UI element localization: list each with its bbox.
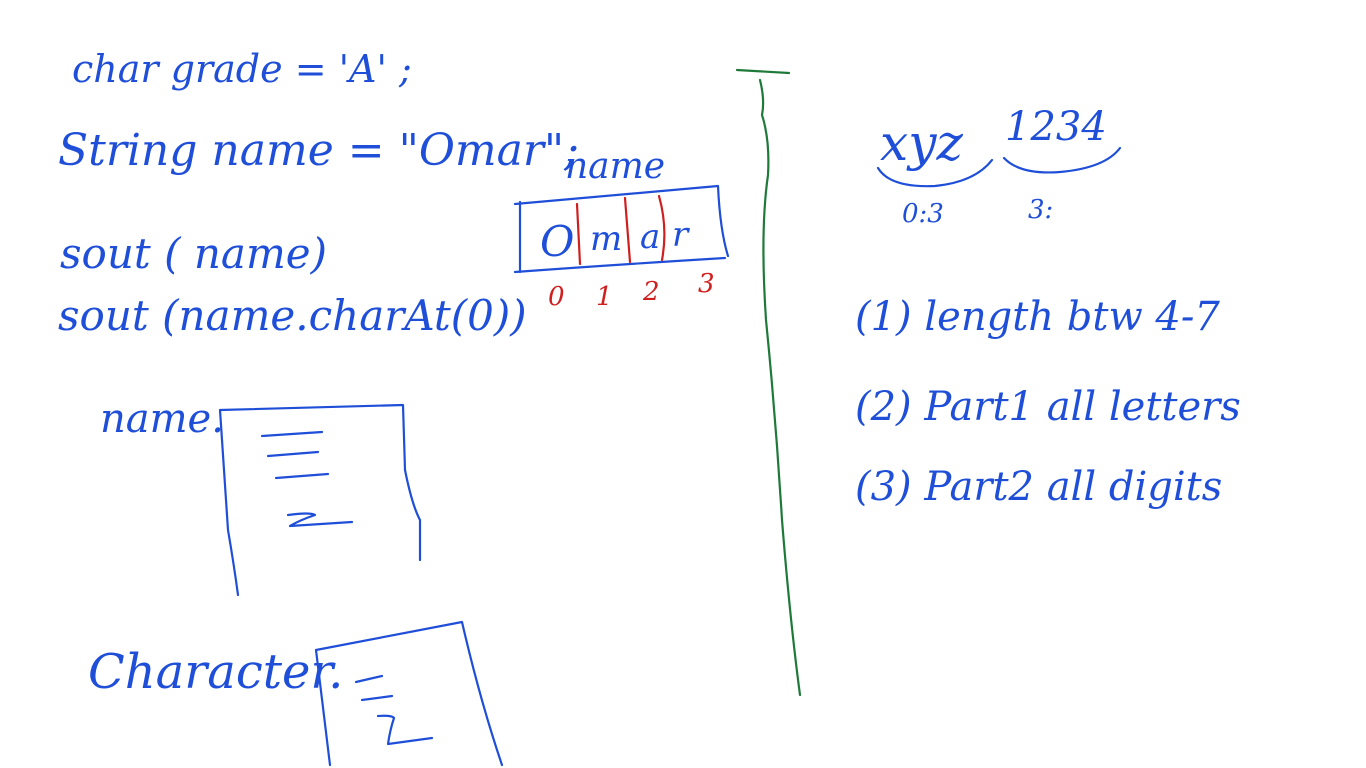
array-box	[513, 184, 730, 274]
popup-line	[266, 450, 320, 458]
array-title: name	[565, 146, 665, 187]
cell-divider	[575, 202, 582, 266]
popup-line	[286, 512, 354, 528]
code-line-char-grade: char grade = 'A' ;	[72, 47, 412, 91]
part2-brace	[1002, 146, 1122, 174]
array-cell: a	[640, 217, 660, 257]
array-index: 0	[548, 282, 565, 312]
string-array-diagram: name O m a r 0 1 2 3	[513, 146, 730, 312]
example-letters: xyz	[880, 114, 963, 172]
popup-line	[274, 472, 330, 480]
code-line-string-name: String name = "Omar";	[58, 125, 579, 176]
validation-example: xyz 1234 0:3 3:	[876, 104, 1122, 229]
part2-range: 3:	[1028, 195, 1053, 225]
array-cell: O	[540, 217, 574, 266]
array-cell: r	[672, 215, 690, 255]
rule-item: (2) Part1 all letters	[855, 384, 1241, 430]
character-dot-label: Character.	[88, 644, 343, 700]
divider-line	[735, 68, 802, 697]
popup-line	[260, 430, 324, 438]
validation-rules: (1) length btw 4-7 (2) Part1 all letters…	[855, 294, 1241, 510]
cell-divider	[657, 194, 666, 262]
popup-line	[354, 674, 384, 684]
array-index: 2	[642, 277, 660, 307]
name-popup-outline	[218, 403, 422, 597]
character-methods-sketch: Character.	[88, 620, 504, 767]
array-index: 3	[698, 269, 715, 299]
rule-item: (1) length btw 4-7	[855, 294, 1220, 340]
part1-brace	[876, 158, 994, 188]
character-popup-outline	[314, 620, 504, 767]
code-line-sout-name: sout ( name)	[60, 229, 327, 278]
cell-divider	[623, 196, 632, 264]
part1-range: 0:3	[902, 199, 944, 229]
popup-line	[376, 714, 434, 746]
array-index: 1	[596, 282, 613, 312]
name-dot-label: name.	[100, 396, 224, 442]
rule-item: (3) Part2 all digits	[855, 464, 1222, 510]
popup-line	[360, 694, 394, 702]
example-digits: 1234	[1005, 104, 1107, 150]
name-methods-sketch: name.	[100, 396, 422, 597]
array-cell: m	[590, 219, 622, 259]
code-line-sout-charat: sout (name.charAt(0))	[58, 291, 527, 340]
code-block: char grade = 'A' ; String name = "Omar";…	[58, 47, 579, 340]
